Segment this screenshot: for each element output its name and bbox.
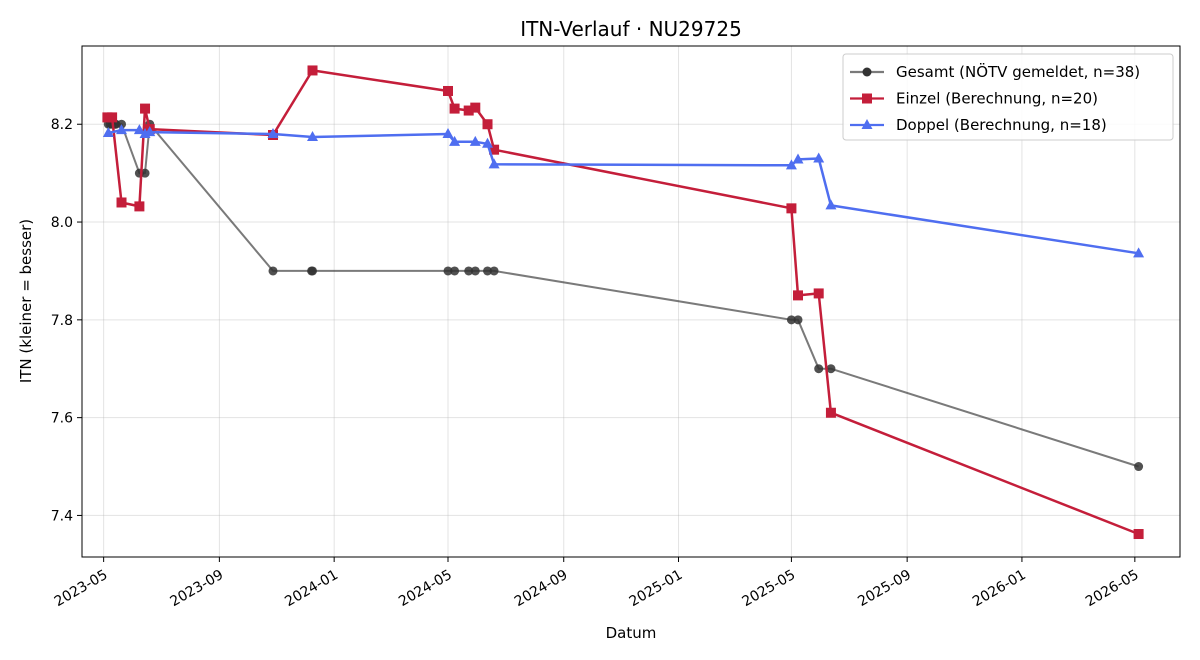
series-doppel-line (108, 128, 1139, 255)
legend-marker (862, 93, 872, 104)
x-tick-label: 2026-05 (1083, 567, 1142, 610)
y-tick-label: 7.8 (51, 313, 73, 329)
series-einzel-point (489, 144, 500, 155)
legend-label: Doppel (Berechnung, n=18) (896, 116, 1107, 134)
legend-label: Gesamt (NÖTV gemeldet, n=38) (896, 62, 1140, 81)
series-gesamt-point (826, 364, 836, 374)
series-doppel-point (785, 159, 797, 170)
series-einzel-point (449, 103, 460, 114)
x-tick-label: 2025-09 (855, 567, 914, 610)
series-gesamt-point (268, 266, 278, 276)
series-doppel-point (449, 135, 461, 146)
series-doppel-point (825, 199, 837, 210)
y-tick-label: 8.2 (51, 117, 73, 133)
series-einzel-point (463, 105, 474, 116)
series-einzel-point (470, 102, 481, 113)
y-axis: 7.4 7.6 7.8 8.0 8.2 (51, 117, 82, 524)
series-einzel-point (134, 201, 145, 212)
legend: Gesamt (NÖTV gemeldet, n=38) Einzel (Bere… (842, 53, 1174, 141)
series-doppel-point (469, 135, 481, 146)
series-doppel-point (488, 158, 500, 169)
series-einzel-point (813, 288, 824, 299)
series-einzel-point (1133, 529, 1144, 540)
series-gesamt-point (814, 364, 824, 374)
chart-title: ITN-Verlauf · NU29725 (520, 17, 742, 41)
series-gesamt-point (140, 168, 150, 178)
x-tick-label: 2024-09 (512, 567, 571, 610)
series-einzel (102, 65, 1144, 540)
x-tick-label: 2025-01 (627, 567, 686, 610)
series-gesamt-point (470, 266, 480, 276)
series-doppel-point (482, 137, 494, 148)
series-doppel-point (102, 127, 114, 138)
series-gesamt-point (793, 315, 803, 325)
series-doppel-point (144, 126, 156, 137)
series-doppel-point (133, 124, 145, 135)
plot-frame (81, 45, 1181, 558)
legend-marker (862, 67, 872, 77)
legend-box (842, 53, 1174, 141)
series-gesamt (103, 119, 1144, 472)
series-gesamt-point (786, 315, 796, 325)
series-doppel-point (1133, 247, 1145, 258)
series-einzel-point (116, 197, 127, 208)
y-tick-label: 8.0 (51, 215, 73, 231)
series-gesamt-point (308, 266, 318, 276)
series-gesamt-point (1134, 462, 1144, 472)
x-tick-label: 2024-05 (396, 567, 455, 610)
x-axis: 2023-05 2023-09 2024-01 2024-05 2024-09 2025-… (52, 557, 1142, 610)
x-tick-label: 2023-09 (168, 567, 227, 610)
series-einzel-point (825, 407, 836, 418)
y-tick-label: 7.4 (51, 508, 73, 524)
series-einzel-point (793, 290, 804, 301)
series-gesamt-point (443, 266, 453, 276)
x-tick-label: 2026-01 (970, 567, 1029, 610)
series-layer (102, 65, 1145, 540)
series-gesamt-point (464, 266, 474, 276)
series-einzel-point (443, 85, 453, 96)
series-doppel (102, 124, 1145, 258)
series-doppel-point (813, 152, 825, 163)
y-tick-label: 7.6 (51, 411, 73, 427)
series-gesamt-point (483, 266, 493, 276)
x-tick-label: 2024-01 (282, 567, 341, 610)
series-einzel-point (482, 119, 493, 130)
series-doppel-point (442, 128, 454, 139)
series-einzel-point (786, 203, 797, 214)
series-einzel-point (307, 65, 318, 76)
legend-entry-doppel: Doppel (Berechnung, n=18) (850, 116, 1107, 134)
series-gesamt-point (450, 266, 460, 276)
legend-label: Einzel (Berechnung, n=20) (896, 90, 1098, 108)
x-tick-label: 2025-05 (740, 567, 799, 610)
legend-entry-gesamt: Gesamt (NÖTV gemeldet, n=38) (850, 62, 1140, 81)
series-einzel-point (107, 112, 118, 123)
series-gesamt-point (489, 266, 499, 276)
y-axis-label: ITN (kleiner = besser) (17, 219, 35, 383)
legend-entry-einzel: Einzel (Berechnung, n=20) (850, 90, 1098, 108)
series-doppel-point (792, 153, 804, 164)
series-doppel-point (307, 130, 319, 141)
series-doppel-point (116, 124, 128, 135)
series-einzel-point (140, 103, 151, 114)
x-tick-label: 2023-05 (52, 567, 111, 610)
series-doppel-point (267, 128, 279, 139)
x-axis-label: Datum (606, 624, 657, 642)
legend-marker (861, 119, 873, 129)
